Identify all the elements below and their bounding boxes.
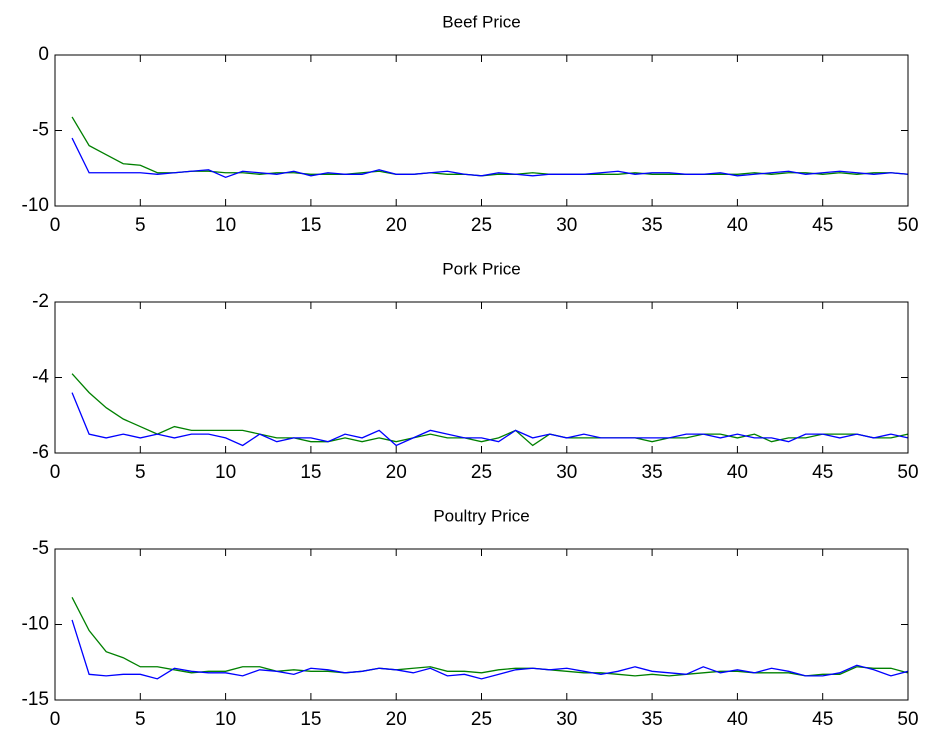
- x-tick-label: 50: [897, 215, 918, 236]
- chart-title: Pork Price: [442, 259, 520, 278]
- x-tick-label: 5: [135, 709, 146, 730]
- x-tick-label: 20: [386, 215, 407, 236]
- plot-frame: [54, 548, 909, 701]
- chart-title: Poultry Price: [433, 506, 529, 525]
- x-tick-label: 50: [897, 709, 918, 730]
- plot-frame: [54, 54, 909, 207]
- y-tick-label: -2: [32, 291, 49, 312]
- x-tick-label: 15: [300, 462, 321, 483]
- x-tick-label: 30: [556, 462, 577, 483]
- y-tick-label: -5: [32, 120, 49, 141]
- x-tick-label: 30: [556, 709, 577, 730]
- x-tick-label: 30: [556, 215, 577, 236]
- x-tick-label: 25: [471, 215, 492, 236]
- series-line: [71, 392, 909, 447]
- x-tick-label: 50: [897, 462, 918, 483]
- x-tick-label: 20: [386, 462, 407, 483]
- x-tick-label: 0: [50, 215, 61, 236]
- x-tick-label: 25: [471, 462, 492, 483]
- plot-frame: [54, 301, 909, 454]
- y-tick-label: -4: [32, 367, 49, 388]
- x-tick-label: 25: [471, 709, 492, 730]
- x-tick-label: 45: [812, 709, 833, 730]
- series-line: [71, 137, 909, 179]
- y-tick-label: -5: [32, 538, 49, 559]
- x-tick-label: 35: [642, 709, 663, 730]
- series-line: [71, 116, 909, 177]
- x-tick-label: 10: [215, 709, 236, 730]
- x-tick-label: 35: [642, 462, 663, 483]
- y-tick-label: -10: [22, 195, 49, 216]
- x-tick-label: 15: [300, 215, 321, 236]
- y-tick-label: -10: [22, 614, 49, 635]
- x-tick-label: 10: [215, 462, 236, 483]
- x-tick-label: 20: [386, 709, 407, 730]
- series-line: [71, 597, 909, 677]
- x-tick-label: 35: [642, 215, 663, 236]
- x-tick-label: 10: [215, 215, 236, 236]
- x-tick-label: 0: [50, 709, 61, 730]
- x-tick-label: 40: [727, 462, 748, 483]
- x-tick-label: 40: [727, 215, 748, 236]
- x-tick-label: 45: [812, 462, 833, 483]
- x-tick-label: 40: [727, 709, 748, 730]
- chart-title: Beef Price: [442, 12, 520, 31]
- x-tick-label: 45: [812, 215, 833, 236]
- x-tick-label: 5: [135, 462, 146, 483]
- x-tick-label: 5: [135, 215, 146, 236]
- y-tick-label: 0: [38, 44, 49, 65]
- x-tick-label: 15: [300, 709, 321, 730]
- x-tick-label: 0: [50, 462, 61, 483]
- y-tick-label: -15: [22, 689, 49, 710]
- series-line: [71, 619, 909, 680]
- y-tick-label: -6: [32, 442, 49, 463]
